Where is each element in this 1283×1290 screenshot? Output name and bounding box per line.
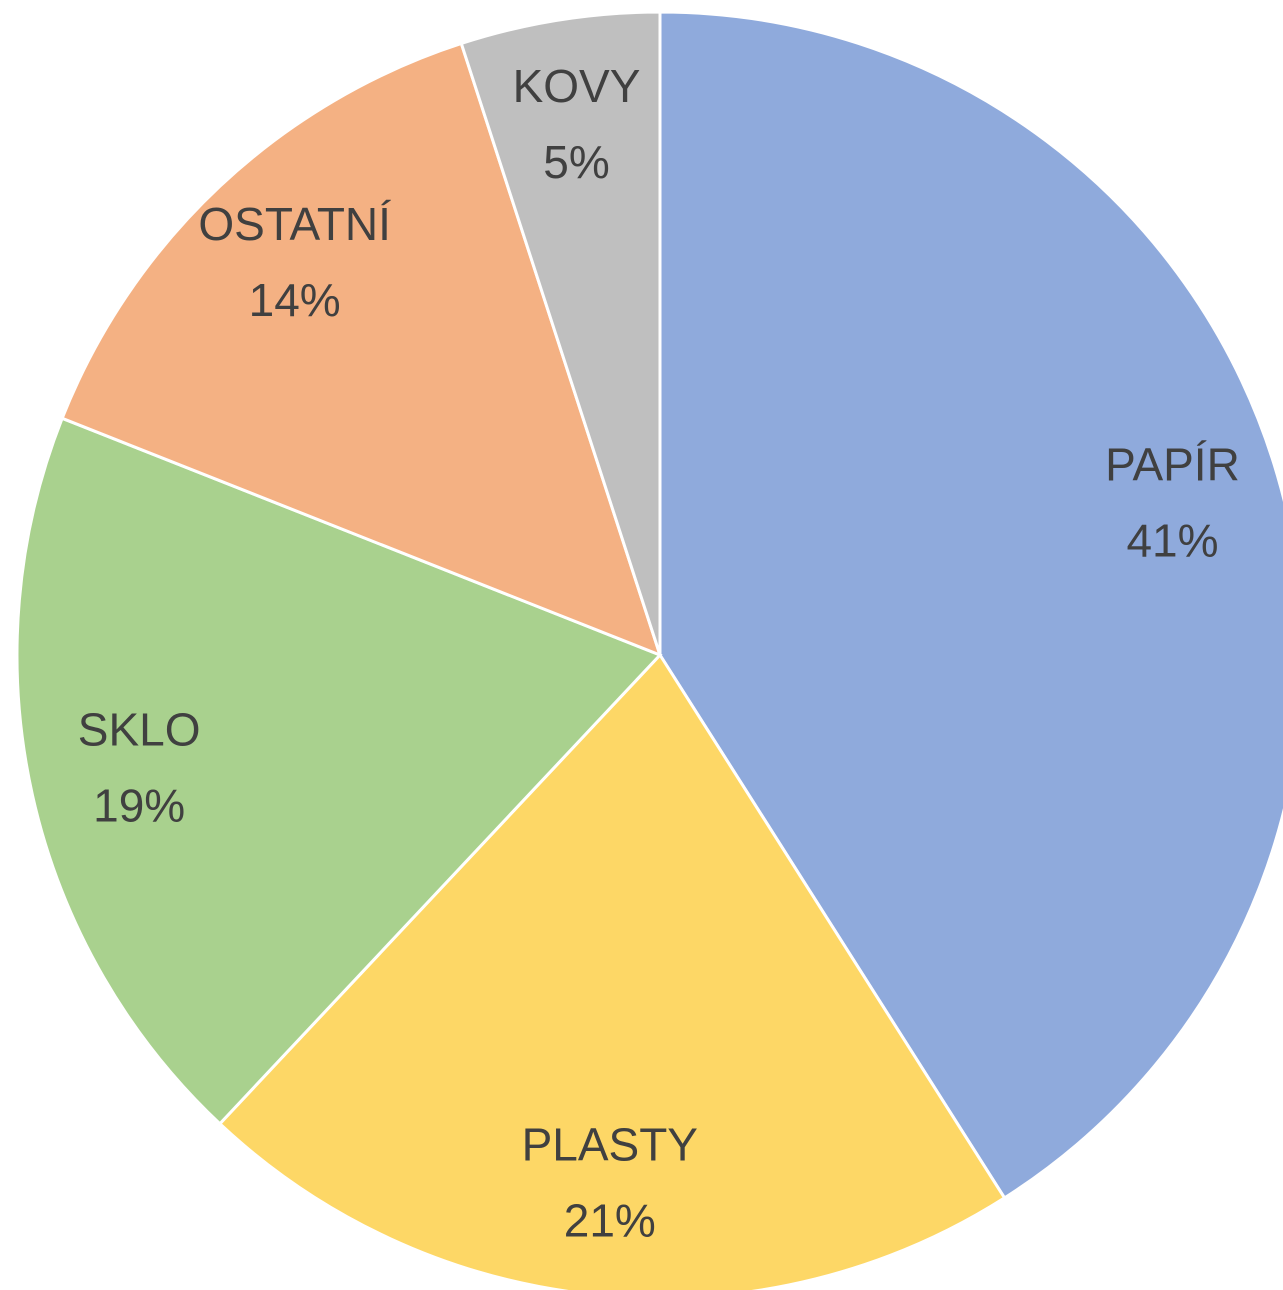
slice-value-label: 21% (564, 1194, 656, 1246)
slice-value-label: 19% (93, 780, 185, 832)
pie-slice (459, 10, 662, 656)
slice-category-label: SKLO (78, 704, 201, 756)
slice-value-label: 14% (249, 274, 341, 326)
pie-slice (658, 10, 1283, 1200)
slice-value-label: 5% (543, 136, 609, 188)
slice-value-label: 41% (1126, 514, 1218, 566)
slice-category-label: OSTATNÍ (198, 198, 391, 250)
pie-slice (217, 652, 1007, 1290)
pie-slice (15, 416, 663, 1126)
slice-category-label: PAPÍR (1105, 438, 1240, 490)
slice-category-label: PLASTY (522, 1118, 698, 1170)
slice-category-label: KOVY (513, 60, 641, 112)
